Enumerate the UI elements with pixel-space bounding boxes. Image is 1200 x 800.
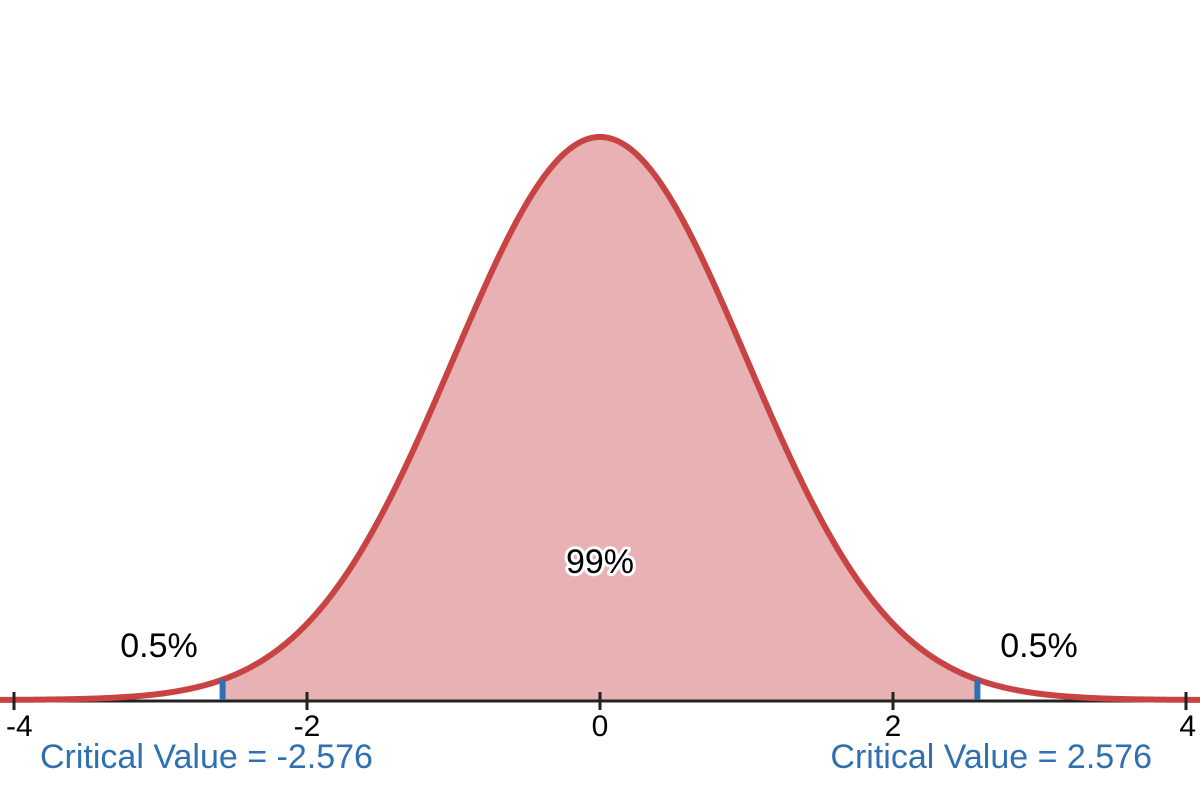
shaded-area-99 <box>222 137 978 700</box>
left-tail-label: 0.5% <box>120 627 198 665</box>
critical-value-markers <box>219 679 981 700</box>
x-axis-ticks: -4 -2 0 2 4 <box>6 692 1196 743</box>
density-curve <box>0 134 1200 703</box>
x-tick-label-1: -2 <box>294 710 321 743</box>
x-tick-label-2: 0 <box>592 710 609 743</box>
x-tick-label-3: 2 <box>885 710 902 743</box>
right-critical-value-label: Critical Value = 2.576 <box>830 738 1152 776</box>
left-critical-value-label: Critical Value = -2.576 <box>40 738 373 776</box>
center-area-label: 99% <box>566 543 634 581</box>
x-tick-label-4: 4 <box>1179 710 1196 743</box>
x-tick-label-0: -4 <box>6 710 33 743</box>
right-tail-label: 0.5% <box>1000 627 1078 665</box>
